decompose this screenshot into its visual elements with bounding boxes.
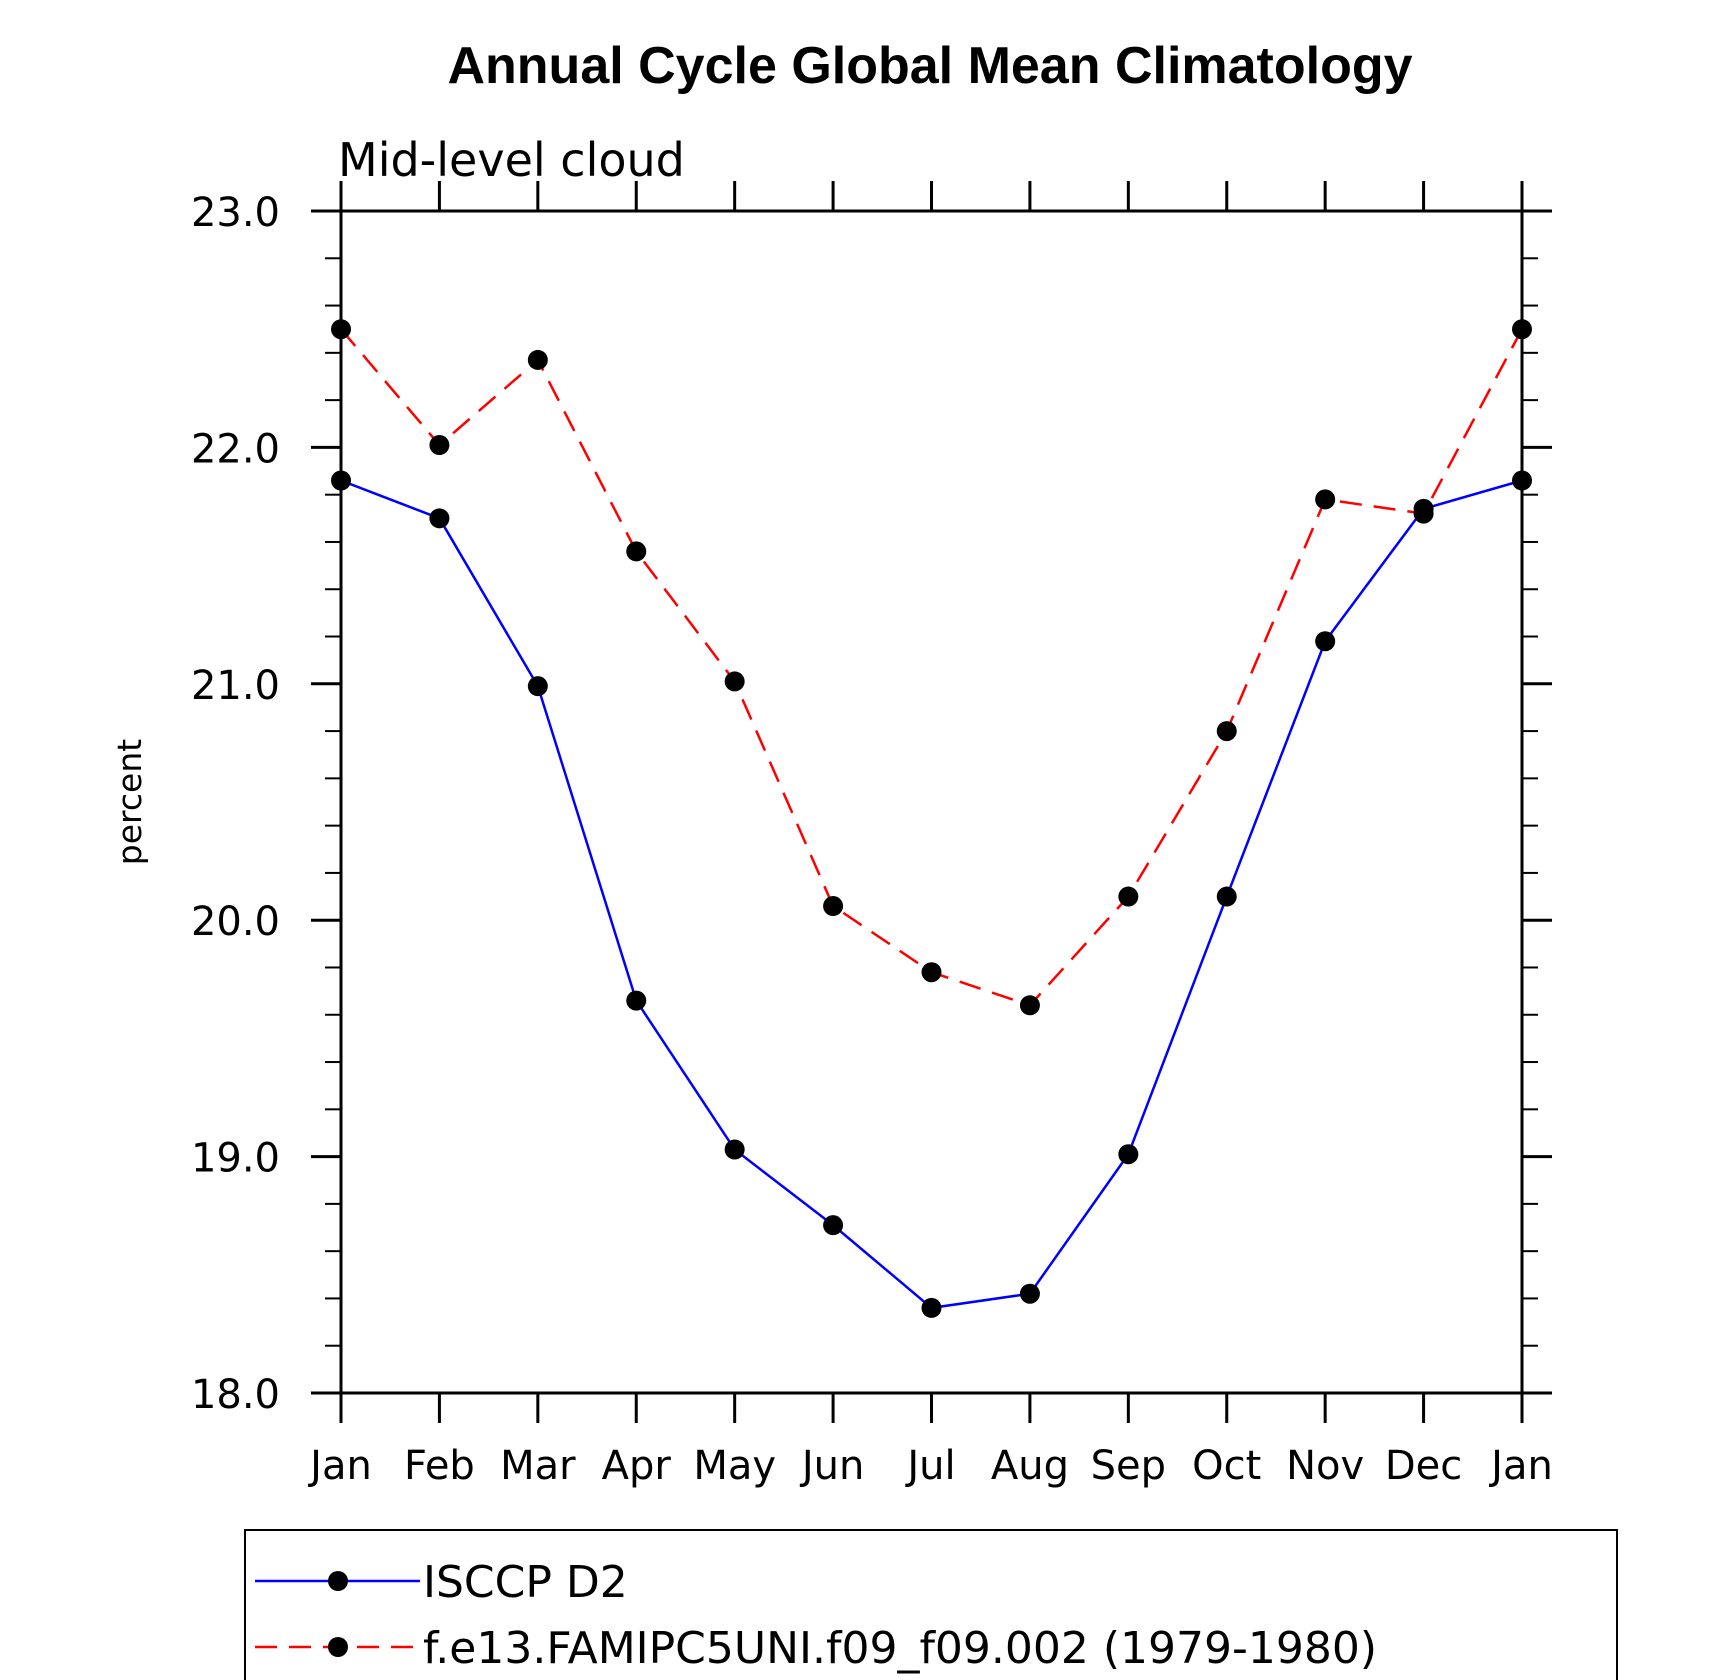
data-point (1512, 319, 1532, 340)
plot-border (339, 209, 1524, 1395)
x-tick-label: Feb (404, 1443, 475, 1489)
data-point (626, 990, 647, 1011)
series-1 (331, 470, 1532, 1318)
y-axis-label: percent (110, 739, 149, 865)
data-point (331, 319, 351, 340)
legend-item: f.e13.FAMIPC5UNI.f09_f09.002 (1979-1980) (255, 1623, 1377, 1674)
data-point (1019, 995, 1040, 1016)
legend-label: f.e13.FAMIPC5UNI.f09_f09.002 (1979-1980) (423, 1623, 1377, 1674)
legend-item: ISCCP D2 (255, 1557, 628, 1608)
legend-box (244, 1529, 1618, 1680)
data-point (429, 435, 450, 456)
x-tick-label: Mar (500, 1443, 576, 1489)
data-point (1019, 1283, 1040, 1304)
data-point (1216, 886, 1237, 907)
data-point (1315, 631, 1336, 652)
series-line (340, 479, 1523, 1310)
data-point (626, 541, 647, 562)
series-2 (331, 319, 1532, 1016)
x-tick-label: Apr (602, 1443, 672, 1489)
x-tick-label: Jan (307, 1443, 372, 1489)
legend-label: ISCCP D2 (423, 1557, 628, 1608)
data-point (1216, 721, 1237, 742)
chart-subtitle: Mid-level cloud (338, 133, 685, 187)
x-tick-label: Jul (904, 1443, 955, 1489)
data-point (331, 470, 351, 491)
y-tick-label: 21.0 (191, 663, 280, 709)
y-tick-label: 20.0 (191, 899, 280, 945)
series-line (340, 328, 1524, 1007)
legend-marker (328, 1571, 348, 1591)
chart-title: Annual Cycle Global Mean Climatology (447, 37, 1412, 95)
data-point (823, 896, 844, 917)
x-tick-label: Dec (1385, 1443, 1462, 1489)
legend-marker (328, 1637, 348, 1657)
data-point (1118, 886, 1139, 907)
x-tick-label: Oct (1192, 1443, 1261, 1489)
data-point (921, 962, 942, 983)
data-point (724, 1139, 745, 1160)
x-tick-label: Jan (1488, 1443, 1553, 1489)
y-tick-labels: 18.0 19.0 20.0 21.0 22.0 23.0 (191, 190, 280, 1418)
data-point (823, 1215, 844, 1236)
legend: ISCCP D2 f.e13.FAMIPC5UNI.f09_f09.002 (19… (244, 1529, 1618, 1680)
plot-frame (339, 209, 1524, 1395)
data-point (527, 676, 548, 697)
data-point (1315, 489, 1336, 510)
x-tick-label: Jun (799, 1443, 865, 1489)
data-point (1512, 470, 1532, 491)
x-tick-label: Aug (991, 1443, 1069, 1489)
data-point (1413, 503, 1434, 524)
x-tick-label: Nov (1286, 1443, 1364, 1489)
data-point (1118, 1144, 1139, 1165)
data-point (724, 671, 745, 692)
data-point (527, 349, 548, 370)
y-tick-label: 22.0 (191, 426, 280, 472)
y-tick-label: 23.0 (191, 190, 280, 236)
y-tick-label: 18.0 (191, 1372, 280, 1418)
data-point (429, 508, 450, 529)
x-tick-labels: Jan Feb Mar Apr May Jun Jul Aug Sep Oct Nov Dec Jan (307, 1443, 1553, 1489)
data-point (921, 1297, 942, 1318)
y-tick-label: 19.0 (191, 1136, 280, 1182)
series-layer (331, 319, 1532, 1318)
x-tick-label: Sep (1091, 1443, 1166, 1489)
axis-ticks (311, 181, 1552, 1423)
x-tick-label: May (693, 1443, 776, 1489)
